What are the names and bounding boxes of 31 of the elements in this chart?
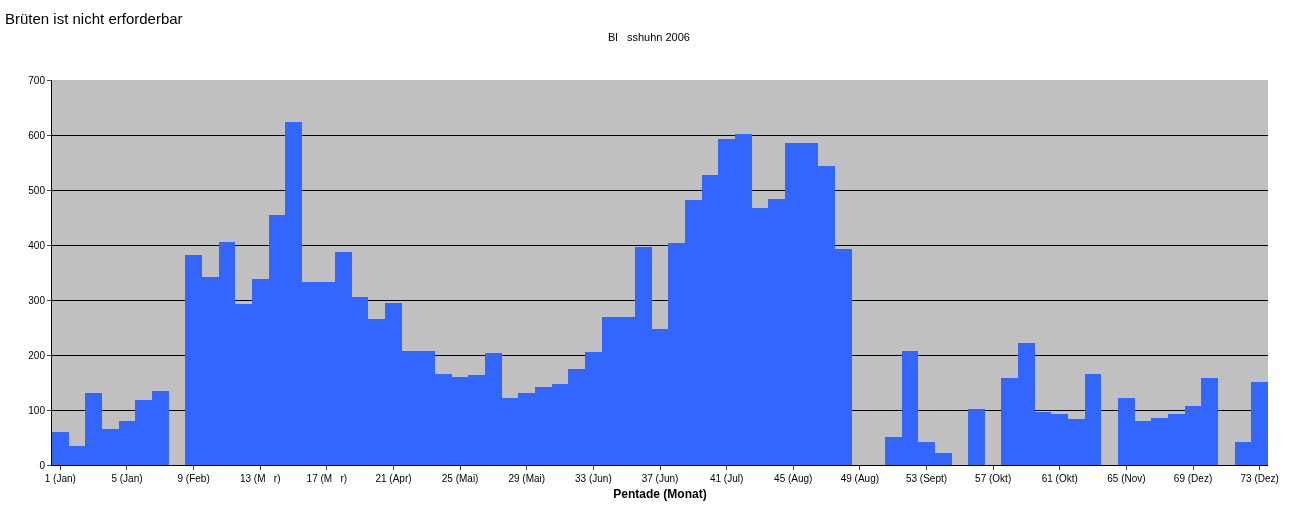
x-tick-label: 25 (Mai) xyxy=(441,473,479,484)
x-tick-label: 53 (Sept) xyxy=(905,473,948,484)
y-tick-label: 300 xyxy=(28,294,46,306)
y-tick-label: 400 xyxy=(28,239,46,251)
x-tick-label: 17 (M r) xyxy=(306,473,348,484)
x-axis-title: Pentade (Monat) xyxy=(613,486,707,501)
y-tick-label: 200 xyxy=(28,349,46,361)
x-tick-label: 1 (Jan) xyxy=(44,473,76,484)
chart-title: Bl sshuhn 2006 xyxy=(608,30,690,43)
x-tick-label: 21 (Apr) xyxy=(375,473,412,484)
x-tick-label: 49 (Aug) xyxy=(840,473,880,484)
y-tick-label: 700 xyxy=(28,74,46,86)
text: Brüten ist nicht erforderbar xyxy=(5,10,183,27)
x-tick-label: 69 (Dez) xyxy=(1173,473,1213,484)
y-tick-label: 500 xyxy=(28,184,46,196)
x-tick-label: 65 (Nov) xyxy=(1107,473,1146,484)
x-tick-label: 45 (Aug) xyxy=(774,473,813,484)
x-tick-label: 5 (Jan) xyxy=(111,473,143,484)
x-tick-label: 73 (Dez) xyxy=(1240,473,1279,484)
x-tick-label: 61 (Okt) xyxy=(1041,473,1078,484)
x-tick-label: 57 (Okt) xyxy=(975,473,1012,484)
x-tick-label: 13 (M r) xyxy=(239,473,281,484)
y-tick-label: 100 xyxy=(28,404,46,416)
x-tick-label: 33 (Jun) xyxy=(575,473,612,484)
x-tick-label: 9 (Feb) xyxy=(177,473,210,484)
x-tick-label: 37 (Jun) xyxy=(641,473,679,484)
x-tick-label: 41 (Jul) xyxy=(709,473,744,484)
y-tick-label: 600 xyxy=(28,129,46,141)
bar xyxy=(968,409,985,465)
x-tick-label: 29 (Mai) xyxy=(508,473,546,484)
y-tick-label: 0 xyxy=(39,459,46,471)
